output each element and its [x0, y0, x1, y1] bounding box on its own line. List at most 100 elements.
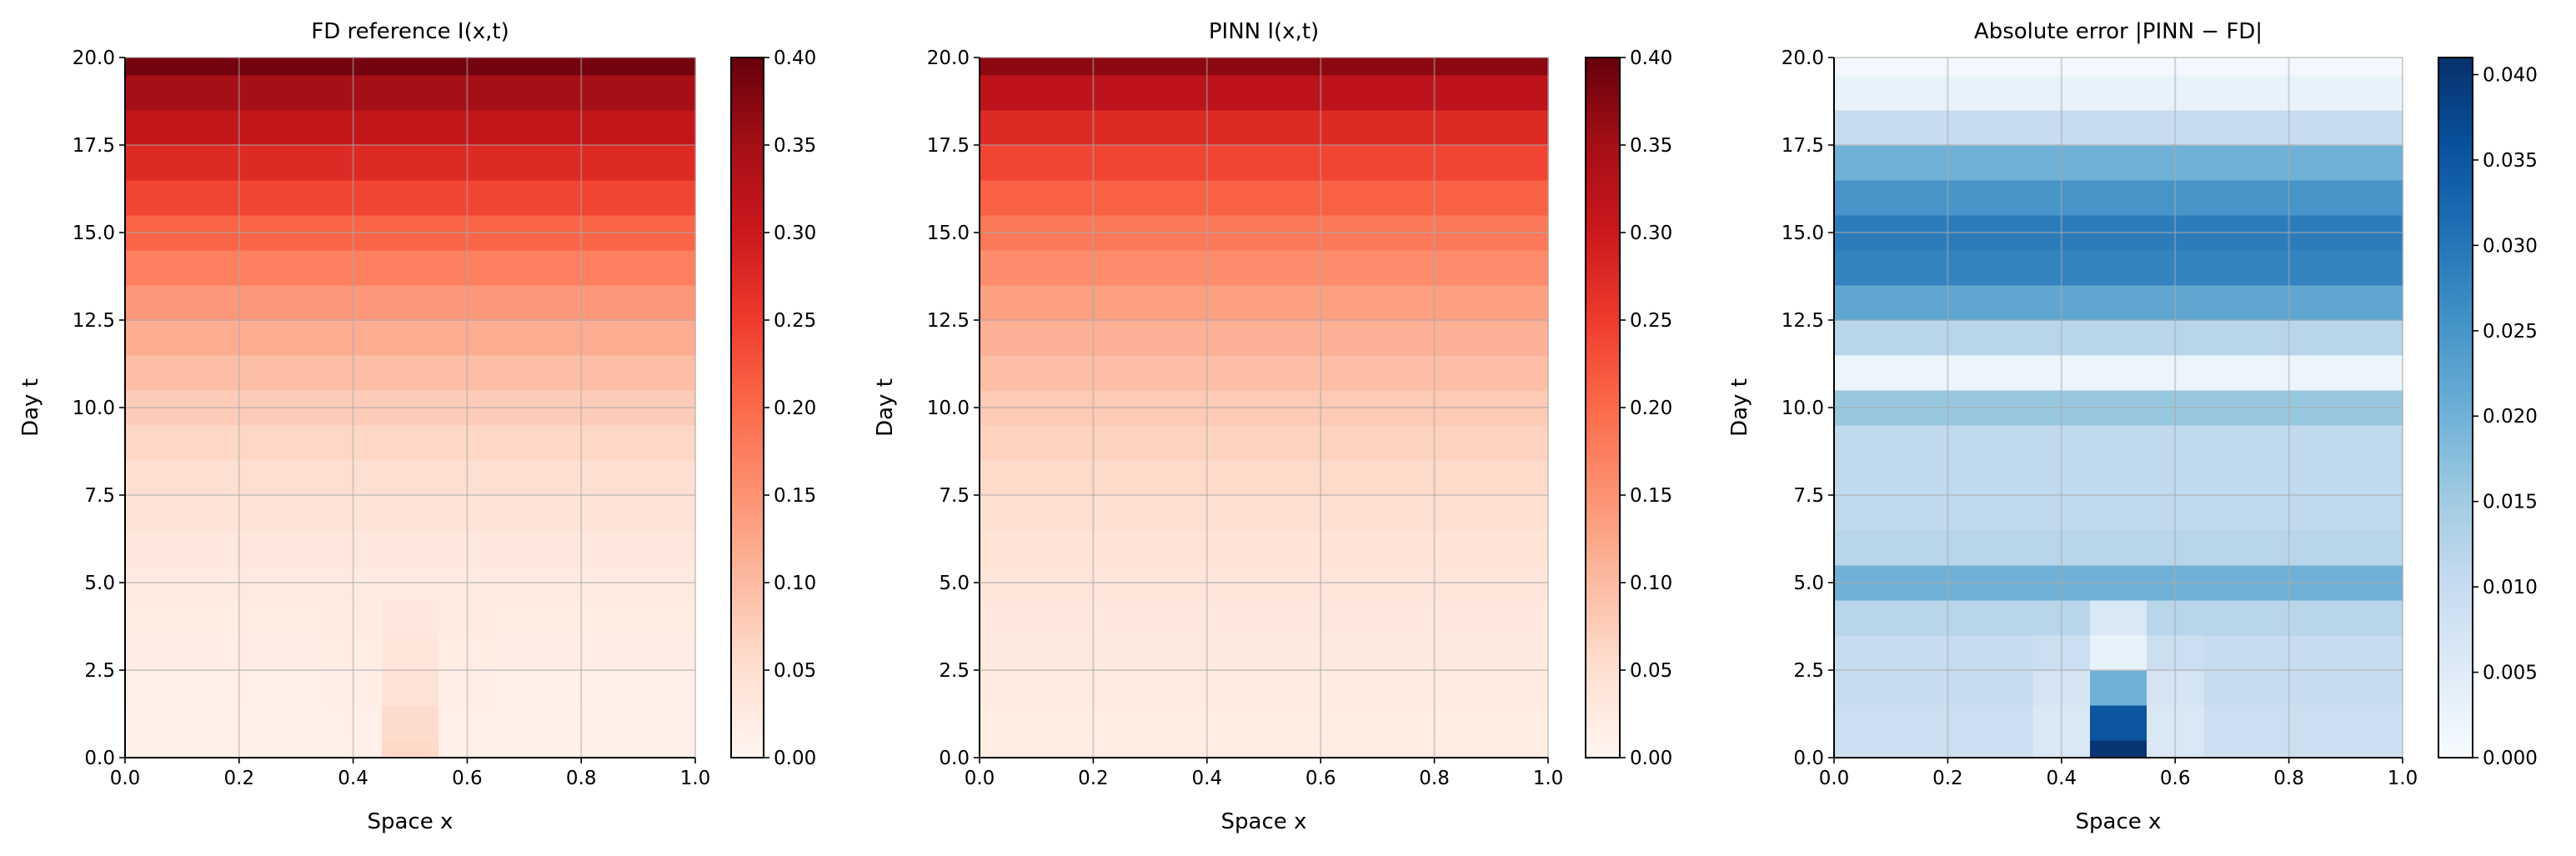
- y-tick-label: 7.5: [84, 485, 115, 507]
- heatmap-cell: [609, 180, 668, 216]
- y-tick-label: 15.0: [73, 223, 115, 244]
- heatmap-cell: [609, 285, 668, 321]
- colorbar-tick-label: 0.10: [774, 573, 816, 594]
- heatmap-cell: [125, 495, 154, 531]
- y-tick-label: 0.0: [84, 748, 115, 769]
- heatmap-cell: [153, 250, 212, 286]
- heatmap-cell: [1462, 705, 1521, 741]
- x-tick-label: 1.0: [1533, 768, 1564, 789]
- y-tick-label: 20.0: [1782, 48, 1824, 69]
- colorbar: [730, 57, 764, 758]
- colorbar-tick-label: 0.00: [1630, 748, 1672, 769]
- heatmap-cell: [1519, 740, 1549, 758]
- heatmap-cell: [1121, 670, 1180, 706]
- heatmap-cell: [980, 110, 1009, 146]
- heatmap-cell: [2089, 58, 2148, 76]
- heatmap-cell: [1976, 740, 2034, 758]
- heatmap-cell: [1519, 145, 1549, 181]
- heatmap-cell: [980, 75, 1009, 111]
- heatmap-cell: [2373, 250, 2403, 286]
- y-tick-label: 12.5: [73, 310, 115, 332]
- heatmap-cell: [1121, 425, 1180, 461]
- heatmap-cell: [2203, 355, 2262, 391]
- heatmap-cell: [980, 600, 1009, 636]
- heatmap-cell: [1235, 355, 1293, 391]
- heatmap-cell: [609, 670, 668, 706]
- heatmap-cell: [1121, 530, 1180, 566]
- heatmap-cell: [2373, 320, 2403, 356]
- heatmap-cell: [125, 180, 154, 216]
- heatmap-cell: [980, 320, 1009, 356]
- heatmap-cell: [2089, 180, 2148, 216]
- heatmap-cell: [980, 285, 1009, 321]
- heatmap-cell: [1834, 110, 1863, 146]
- heatmap-cell: [2373, 495, 2403, 531]
- heatmap-cell: [2373, 355, 2403, 391]
- heatmap-cell: [1008, 285, 1065, 321]
- heatmap-cell: [495, 110, 554, 146]
- heatmap-cell: [1121, 58, 1180, 76]
- heatmap-cell: [2203, 320, 2262, 356]
- heatmap-cell: [2317, 600, 2375, 636]
- heatmap-cell: [1834, 460, 1863, 496]
- heatmap-cell: [153, 460, 212, 496]
- heatmap-cell: [2317, 58, 2375, 76]
- heatmap-cell: [1008, 145, 1065, 181]
- chart-title: PINN I(x,t): [1209, 19, 1319, 44]
- heatmap-cell: [609, 600, 668, 636]
- heatmap-cell: [1349, 285, 1407, 321]
- heatmap-cell: [268, 600, 325, 636]
- heatmap-cell: [666, 355, 696, 391]
- heatmap-cell: [153, 145, 212, 181]
- colorbar-tick-label: 0.000: [2483, 748, 2538, 769]
- heatmap-cell: [1862, 110, 1920, 146]
- heatmap-cell: [381, 670, 439, 706]
- x-tick-label: 0.8: [2273, 768, 2304, 789]
- heatmap-cell: [1976, 110, 2034, 146]
- heatmap-cell: [268, 180, 325, 216]
- heatmap-cell: [1862, 250, 1920, 286]
- heatmap-cell: [2089, 460, 2148, 496]
- heatmap-cell: [1235, 600, 1293, 636]
- heatmap-cell: [1976, 250, 2034, 286]
- heatmap-cell: [609, 145, 668, 181]
- heatmap-cell: [609, 705, 668, 741]
- heatmap-cell: [1008, 600, 1065, 636]
- heatmap-cell: [1008, 75, 1065, 111]
- heatmap-cell: [2203, 670, 2262, 706]
- heatmap-cell: [1008, 635, 1065, 671]
- heatmap-cell: [1349, 75, 1407, 111]
- heatmap-cell: [1008, 250, 1065, 286]
- heatmap-cell: [609, 320, 668, 356]
- heatmap-cell: [495, 425, 554, 461]
- heatmap-cell: [2373, 180, 2403, 216]
- y-tick-label: 17.5: [73, 135, 115, 157]
- heatmap-cell: [1862, 495, 1920, 531]
- heatmap-cell: [1235, 635, 1293, 671]
- heatmap-cell: [1462, 180, 1521, 216]
- heatmap-cell: [1235, 145, 1293, 181]
- heatmap-cell: [2203, 600, 2262, 636]
- heatmap-cell: [2317, 145, 2375, 181]
- heatmap-cell: [1008, 495, 1065, 531]
- heatmap-cell: [2373, 75, 2403, 111]
- heatmap-cell: [381, 460, 439, 496]
- heatmap-cell: [1519, 530, 1549, 566]
- heatmap-cell: [1349, 180, 1407, 216]
- heatmap-cell: [2203, 285, 2262, 321]
- heatmap-cell: [1834, 635, 1863, 671]
- y-tick-label: 12.5: [927, 310, 970, 332]
- heatmap-cell: [2317, 530, 2375, 566]
- heatmap-cell: [2089, 320, 2148, 356]
- heatmap-cell: [153, 740, 212, 758]
- heatmap-cell: [381, 110, 439, 146]
- heatmap-cell: [609, 58, 668, 76]
- heatmap-cell: [381, 75, 439, 111]
- heatmap-cell: [1008, 425, 1065, 461]
- heatmap-cell: [381, 600, 439, 636]
- heatmap-cell: [1462, 320, 1521, 356]
- heatmap-cell: [2089, 425, 2148, 461]
- x-tick-label: 0.0: [965, 768, 995, 789]
- heatmap-cell: [1235, 670, 1293, 706]
- colorbar-tick-label: 0.40: [1630, 48, 1672, 69]
